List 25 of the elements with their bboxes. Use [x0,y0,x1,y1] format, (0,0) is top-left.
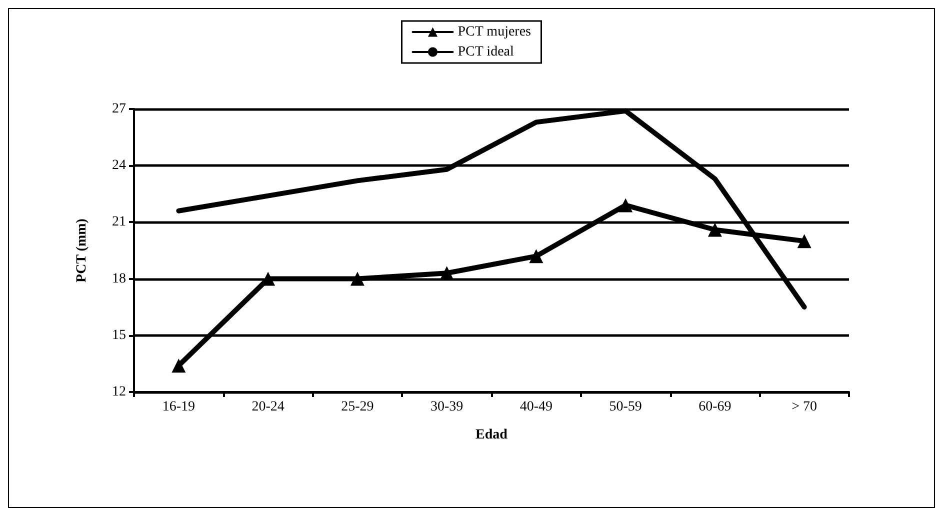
point [708,222,722,237]
x-axis-title: Edad [476,428,508,442]
y-tick-label: 27 [112,102,126,116]
point [440,266,454,280]
x-tick-label: 25-29 [341,400,374,414]
point [529,249,544,264]
x-tick-label: 50-59 [609,400,642,414]
legend-label: PCT mujeres [458,24,532,40]
y-tick-label: 24 [112,158,126,174]
y-tick-label: 15 [112,328,126,343]
x-tick-label: 60-69 [698,400,732,414]
y-tick-label: 18 [112,271,126,286]
x-tick-label: > 70 [792,400,818,414]
point [618,198,633,212]
y-tick-label: 12 [112,384,126,400]
x-tick-label: 20-24 [252,400,284,414]
y-axis-title: PCT (mm) [74,218,90,282]
point [172,358,186,373]
x-tick-label: 40-49 [520,400,553,414]
x-tick-label: 16-19 [162,400,196,414]
point [350,272,364,286]
x-tick-label: 30-39 [430,400,464,414]
y-tick-label: 21 [112,214,126,230]
legend-label: PCT ideal [458,44,514,60]
point [797,234,812,248]
